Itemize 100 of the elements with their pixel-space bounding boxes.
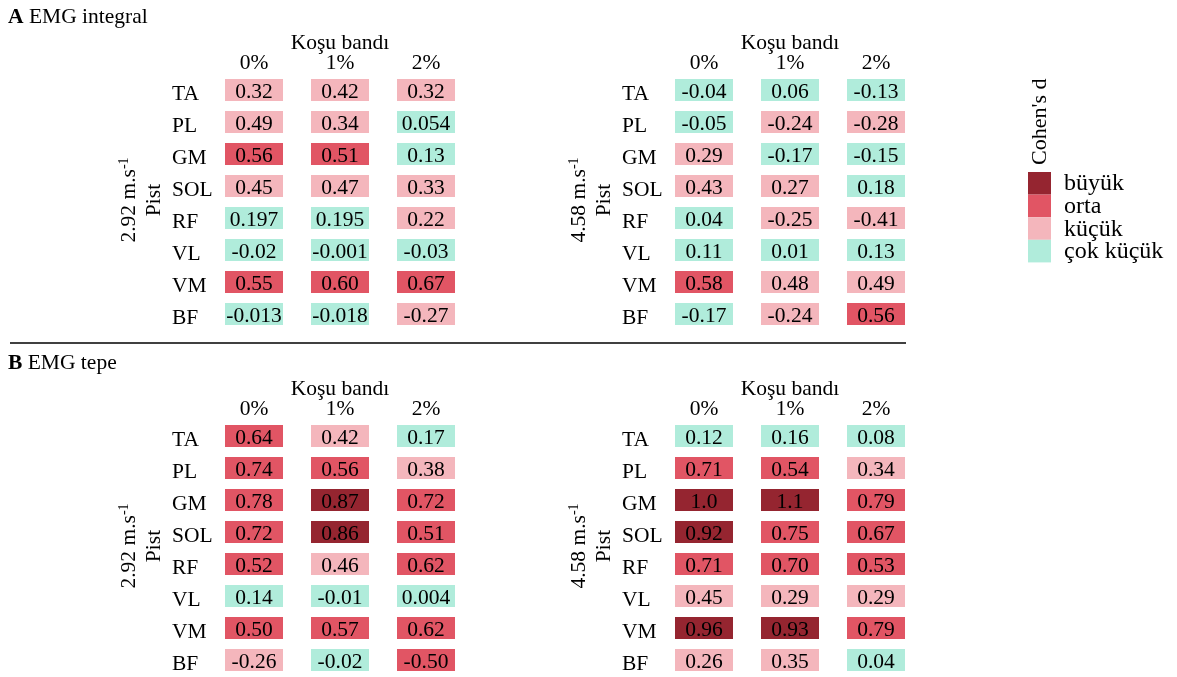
y-tick-label: VL — [622, 241, 651, 265]
data-label: 0.70 — [771, 553, 809, 577]
data-label: 0.54 — [771, 457, 810, 481]
x-tick-label: 0% — [239, 396, 269, 420]
data-label: -0.013 — [226, 303, 282, 327]
data-label: 0.04 — [857, 649, 896, 673]
data-label: 0.48 — [771, 271, 809, 295]
data-label: 0.50 — [235, 617, 273, 641]
y-tick-label: PL — [622, 459, 648, 483]
data-label: -0.41 — [853, 207, 899, 231]
data-label: -0.02 — [231, 239, 277, 263]
legend-label: küçük — [1064, 214, 1123, 241]
data-label: -0.24 — [767, 303, 813, 327]
data-label: 0.11 — [685, 239, 723, 263]
data-label: 0.71 — [685, 457, 723, 481]
data-label: 0.22 — [407, 207, 445, 231]
data-label: 0.78 — [235, 489, 273, 513]
y-tick-label: BF — [622, 305, 649, 329]
data-label: 0.52 — [235, 553, 273, 577]
data-label: -0.018 — [312, 303, 368, 327]
y-tick-label: VL — [172, 587, 201, 611]
data-label: 0.67 — [857, 521, 896, 545]
x-tick-label: 0% — [689, 50, 719, 74]
data-label: 0.26 — [685, 649, 724, 673]
data-label: 0.56 — [321, 457, 360, 481]
chart-title: B EMG tepe — [8, 350, 117, 374]
data-label: -0.17 — [767, 143, 813, 167]
data-label: 0.01 — [771, 239, 809, 263]
data-label: 0.60 — [321, 271, 359, 295]
data-label: 0.054 — [401, 111, 451, 135]
data-label: 0.32 — [235, 79, 273, 103]
y-tick-label: RF — [172, 555, 199, 579]
y-tick-label: VL — [172, 241, 201, 265]
data-label: 0.79 — [857, 489, 895, 513]
data-label: 0.195 — [315, 207, 365, 231]
data-label: 0.51 — [321, 143, 359, 167]
data-label: -0.27 — [403, 303, 449, 327]
y-tick-label: RF — [622, 209, 649, 233]
x-tick-label: 0% — [239, 50, 269, 74]
data-label: 0.29 — [857, 585, 895, 609]
data-label: 0.45 — [685, 585, 723, 609]
y-tick-label: VM — [622, 619, 657, 643]
data-label: 0.49 — [235, 111, 273, 135]
data-label: -0.17 — [681, 303, 727, 327]
data-label: 0.14 — [235, 585, 274, 609]
data-label: 0.197 — [229, 207, 279, 231]
y-tick-label: BF — [622, 651, 649, 675]
y-tick-label: BF — [172, 651, 199, 675]
data-label: 0.29 — [685, 143, 723, 167]
data-label: 0.86 — [321, 521, 360, 545]
data-label: 0.67 — [407, 271, 446, 295]
y-tick-label: PL — [622, 113, 648, 137]
data-label: 0.34 — [321, 111, 360, 135]
data-label: 0.58 — [685, 271, 723, 295]
data-label: 0.38 — [407, 457, 445, 481]
data-label: 0.92 — [685, 521, 723, 545]
data-label: -0.28 — [853, 111, 899, 135]
y-tick-label: BF — [172, 305, 199, 329]
y-tick-label: GM — [622, 145, 657, 169]
data-label: 1.0 — [690, 489, 718, 513]
data-label: 0.04 — [685, 207, 724, 231]
x-tick-label: 2% — [861, 50, 891, 74]
data-label: 0.71 — [685, 553, 723, 577]
legend-title: Cohen's d — [1026, 78, 1051, 165]
data-label: 0.74 — [235, 457, 274, 481]
data-label: 0.93 — [771, 617, 809, 641]
data-label: 0.47 — [321, 175, 360, 199]
data-label: 0.75 — [771, 521, 809, 545]
data-label: 0.72 — [235, 521, 273, 545]
y-tick-label: TA — [172, 427, 200, 451]
data-label: 0.33 — [407, 175, 445, 199]
data-label: 0.46 — [321, 553, 360, 577]
y-tick-label: PL — [172, 459, 198, 483]
data-label: 0.62 — [407, 617, 445, 641]
y-tick-label: PL — [172, 113, 198, 137]
data-label: -0.03 — [403, 239, 449, 263]
data-label: 0.56 — [235, 143, 274, 167]
x-tick-label: 2% — [861, 396, 891, 420]
data-label: -0.15 — [853, 143, 899, 167]
y-tick-label: VM — [172, 619, 207, 643]
y-tick-label: GM — [172, 491, 207, 515]
data-label: 0.43 — [685, 175, 723, 199]
data-label: 0.32 — [407, 79, 445, 103]
y-tick-label: GM — [622, 491, 657, 515]
data-label: 0.29 — [771, 585, 809, 609]
data-label: 0.87 — [321, 489, 360, 513]
data-label: 0.56 — [857, 303, 896, 327]
data-label: -0.24 — [767, 111, 813, 135]
y-tick-label: TA — [622, 81, 650, 105]
data-label: 0.49 — [857, 271, 895, 295]
data-label: 1.1 — [776, 489, 804, 513]
data-label: 0.79 — [857, 617, 895, 641]
data-label: 0.34 — [857, 457, 896, 481]
data-label: -0.001 — [312, 239, 368, 263]
data-label: 0.16 — [771, 425, 810, 449]
data-label: -0.05 — [681, 111, 727, 135]
y-tick-label: VL — [622, 587, 651, 611]
data-label: 0.004 — [401, 585, 451, 609]
data-label: -0.04 — [681, 79, 727, 103]
data-label: -0.26 — [231, 649, 277, 673]
